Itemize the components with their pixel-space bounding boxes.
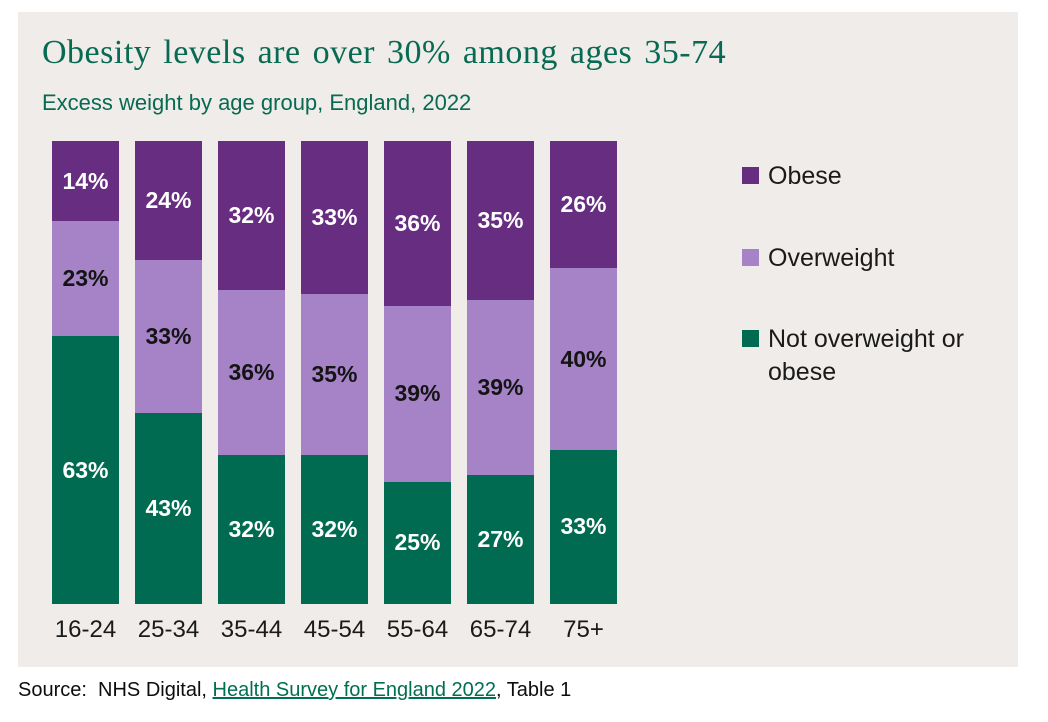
stacked-bar-chart: 14% 23% 63% 16-24 24% 33% 43% 25-34 32% 36% 32% 35-… bbox=[52, 141, 617, 644]
bar-35-44: 32% 36% 32% bbox=[218, 141, 285, 604]
segment-value-label: 32% bbox=[228, 515, 275, 542]
bar-segment-obese: 35% bbox=[467, 141, 534, 301]
bar-16-24: 14% 23% 63% bbox=[52, 141, 119, 604]
bar-segment-not-overweight-or-obese: 32% bbox=[301, 454, 368, 604]
bar-segment-obese: 24% bbox=[135, 141, 202, 260]
segment-value-label: 27% bbox=[477, 525, 524, 552]
bar-segment-obese: 32% bbox=[218, 141, 285, 291]
chart-title: Obesity levels are over 30% among ages 3… bbox=[42, 34, 727, 71]
bar-column-35-44: 32% 36% 32% 35-44 bbox=[218, 141, 285, 644]
segment-value-label: 33% bbox=[560, 513, 607, 540]
bar-25-34: 24% 33% 43% bbox=[135, 141, 202, 605]
segment-value-label: 23% bbox=[62, 265, 109, 292]
bar-segment-obese: 36% bbox=[384, 141, 451, 306]
legend-label: Not overweight or obese bbox=[768, 325, 964, 386]
segment-value-label: 39% bbox=[477, 374, 524, 401]
segment-value-label: 24% bbox=[145, 186, 192, 213]
legend-item-obese: Obese bbox=[742, 160, 1004, 193]
bar-55-64: 36% 39% 25% bbox=[384, 141, 451, 604]
segment-value-label: 32% bbox=[311, 515, 358, 542]
bar-segment-overweight: 39% bbox=[384, 305, 451, 482]
segment-value-label: 36% bbox=[394, 209, 441, 236]
bar-segment-overweight: 35% bbox=[301, 294, 368, 455]
legend-swatch-not-overweight-or-obese bbox=[742, 330, 759, 347]
segment-value-label: 39% bbox=[394, 380, 441, 406]
segment-value-label: 26% bbox=[560, 191, 607, 218]
segment-value-label: 33% bbox=[145, 322, 192, 349]
bar-segment-not-overweight-or-obese: 63% bbox=[52, 336, 119, 604]
legend-item-overweight: Overweight bbox=[742, 242, 1004, 275]
legend-item-not-overweight-or-obese: Not overweight or obese bbox=[742, 323, 1004, 388]
bar-column-16-24: 14% 23% 63% 16-24 bbox=[52, 141, 119, 644]
segment-value-label: 40% bbox=[560, 345, 607, 372]
bar-segment-not-overweight-or-obese: 32% bbox=[218, 454, 285, 604]
bar-segment-overweight: 36% bbox=[218, 290, 285, 455]
bar-65-74: 35% 39% 27% bbox=[467, 141, 534, 604]
bar-segment-not-overweight-or-obese: 25% bbox=[384, 481, 451, 604]
bar-column-25-34: 24% 33% 43% 25-34 bbox=[135, 141, 202, 644]
bar-segment-not-overweight-or-obese: 33% bbox=[550, 449, 617, 604]
bar-column-65-74: 35% 39% 27% 65-74 bbox=[467, 141, 534, 644]
segment-value-label: 35% bbox=[311, 360, 358, 387]
x-axis-label: 65-74 bbox=[469, 616, 532, 643]
source-prefix: Source: NHS Digital, bbox=[18, 679, 213, 701]
source-suffix: , Table 1 bbox=[496, 679, 572, 701]
bar-segment-overweight: 23% bbox=[52, 221, 119, 337]
chart-legend: Obese Overweight Not overweight or obese bbox=[742, 160, 1004, 388]
x-axis-label: 16-24 bbox=[54, 616, 117, 643]
bar-75+: 26% 40% 33% bbox=[550, 141, 617, 604]
segment-value-label: 36% bbox=[228, 358, 275, 385]
source-line: Source: NHS Digital, Health Survey for E… bbox=[18, 679, 571, 702]
bar-segment-not-overweight-or-obese: 43% bbox=[135, 412, 202, 605]
bar-column-55-64: 36% 39% 25% 55-64 bbox=[384, 141, 451, 644]
bar-segment-overweight: 40% bbox=[550, 268, 617, 450]
bar-45-54: 33% 35% 32% bbox=[301, 141, 368, 604]
chart-panel: Obesity levels are over 30% among ages 3… bbox=[18, 12, 1018, 667]
bar-segment-not-overweight-or-obese: 27% bbox=[467, 474, 534, 604]
legend-label: Obese bbox=[768, 162, 842, 190]
source-link[interactable]: Health Survey for England 2022 bbox=[212, 679, 497, 701]
legend-swatch-obese bbox=[742, 167, 759, 184]
segment-value-label: 35% bbox=[477, 207, 524, 234]
x-axis-label: 45-54 bbox=[303, 616, 366, 643]
bar-segment-obese: 33% bbox=[301, 141, 368, 295]
bar-segment-overweight: 33% bbox=[135, 259, 202, 413]
bar-segment-obese: 26% bbox=[550, 141, 617, 269]
bar-segment-overweight: 39% bbox=[467, 300, 534, 475]
chart-subtitle: Excess weight by age group, England, 202… bbox=[42, 90, 472, 115]
segment-value-label: 43% bbox=[145, 494, 192, 521]
x-axis-label: 55-64 bbox=[386, 616, 449, 643]
segment-value-label: 63% bbox=[62, 456, 109, 483]
bar-segment-obese: 14% bbox=[52, 141, 119, 222]
legend-label: Overweight bbox=[768, 243, 895, 272]
bar-column-45-54: 33% 35% 32% 45-54 bbox=[301, 141, 368, 644]
x-axis-label: 35-44 bbox=[220, 616, 283, 643]
segment-value-label: 33% bbox=[311, 204, 358, 231]
segment-value-label: 14% bbox=[62, 167, 109, 194]
x-axis-label: 25-34 bbox=[137, 616, 200, 643]
bar-column-75+: 26% 40% 33% 75+ bbox=[550, 141, 617, 644]
segment-value-label: 25% bbox=[394, 529, 441, 556]
segment-value-label: 32% bbox=[228, 202, 275, 229]
x-axis-label: 75+ bbox=[563, 616, 604, 643]
legend-swatch-overweight bbox=[742, 248, 759, 266]
